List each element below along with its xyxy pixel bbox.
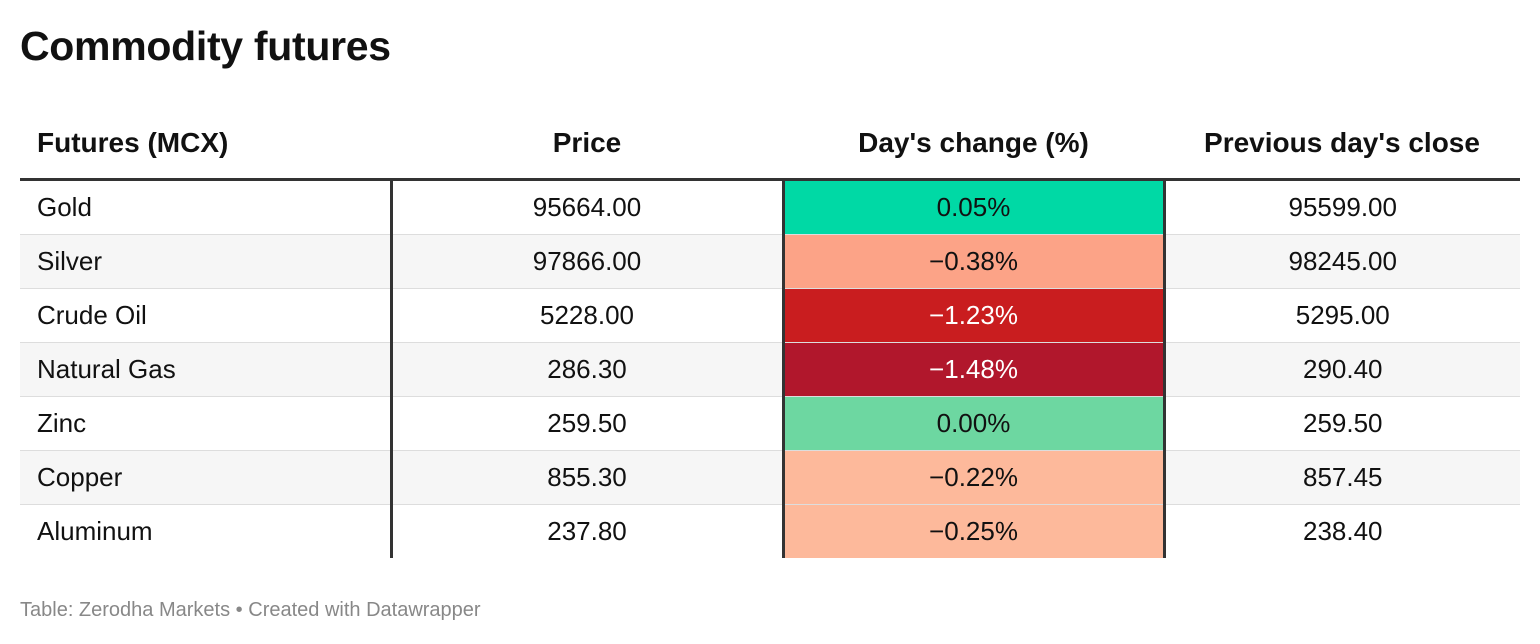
cell-previous-close: 290.40 xyxy=(1164,342,1520,397)
cell-commodity-name: Copper xyxy=(20,450,393,505)
cell-days-change: −1.48% xyxy=(783,342,1166,397)
cell-days-change: −0.38% xyxy=(783,234,1166,289)
table-row: Gold 95664.00 0.05% 95599.00 xyxy=(20,179,1520,235)
cell-commodity-name: Silver xyxy=(20,234,393,289)
source-label: Table: Zerodha Markets xyxy=(20,599,231,621)
cell-days-change: −0.25% xyxy=(783,504,1166,558)
table-row: Silver 97866.00 −0.38% 98245.00 xyxy=(20,234,1520,289)
cell-price: 95664.00 xyxy=(391,179,785,235)
credit-label: Created with Datawrapper xyxy=(248,599,481,621)
table-header-row: Futures (MCX) Price Day's change (%) Pre… xyxy=(20,108,1520,181)
commodity-table: Futures (MCX) Price Day's change (%) Pre… xyxy=(20,108,1520,558)
column-header-days-change: Day's change (%) xyxy=(783,108,1164,181)
cell-price: 5228.00 xyxy=(391,288,785,343)
cell-previous-close: 95599.00 xyxy=(1164,179,1520,235)
cell-commodity-name: Aluminum xyxy=(20,504,393,558)
cell-price: 259.50 xyxy=(391,396,785,451)
table-row: Zinc 259.50 0.00% 259.50 xyxy=(20,396,1520,451)
cell-commodity-name: Zinc xyxy=(20,396,393,451)
table-row: Copper 855.30 −0.22% 857.45 xyxy=(20,450,1520,505)
chart-footer: Table: Zerodha Markets • Created with Da… xyxy=(20,597,481,623)
cell-price: 237.80 xyxy=(391,504,785,558)
column-header-previous-close: Previous day's close xyxy=(1164,108,1520,181)
cell-price: 855.30 xyxy=(391,450,785,505)
cell-price: 286.30 xyxy=(391,342,785,397)
chart-title: Commodity futures xyxy=(20,23,391,69)
cell-commodity-name: Gold xyxy=(20,179,393,235)
cell-previous-close: 259.50 xyxy=(1164,396,1520,451)
cell-days-change: −1.23% xyxy=(783,288,1166,343)
cell-commodity-name: Natural Gas xyxy=(20,342,393,397)
cell-days-change: 0.05% xyxy=(783,179,1166,235)
column-header-price: Price xyxy=(391,108,783,181)
cell-price: 97866.00 xyxy=(391,234,785,289)
table-row: Crude Oil 5228.00 −1.23% 5295.00 xyxy=(20,288,1520,343)
cell-days-change: −0.22% xyxy=(783,450,1166,505)
footer-separator: • xyxy=(235,599,243,621)
cell-previous-close: 857.45 xyxy=(1164,450,1520,505)
column-header-futures: Futures (MCX) xyxy=(20,108,391,181)
table-row: Natural Gas 286.30 −1.48% 290.40 xyxy=(20,342,1520,397)
cell-previous-close: 238.40 xyxy=(1164,504,1520,558)
cell-days-change: 0.00% xyxy=(783,396,1166,451)
table-body: Gold 95664.00 0.05% 95599.00 Silver 97866.00−… xyxy=(20,179,1520,558)
cell-previous-close: 5295.00 xyxy=(1164,288,1520,343)
cell-previous-close: 98245.00 xyxy=(1164,234,1520,289)
table-row: Aluminum 237.80 −0.25% 238.40 xyxy=(20,504,1520,558)
cell-commodity-name: Crude Oil xyxy=(20,288,393,343)
